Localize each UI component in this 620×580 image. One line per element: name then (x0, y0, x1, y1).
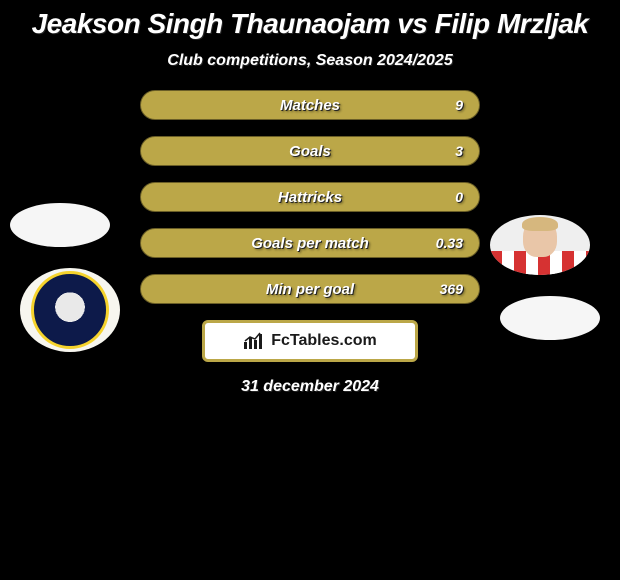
stat-label: Goals per match (251, 235, 369, 252)
stat-row-hattricks: Hattricks 0 (140, 182, 480, 212)
stat-right-value: 9 (433, 97, 463, 113)
player-right-club-badge-placeholder (500, 296, 600, 340)
stat-label: Goals (289, 143, 331, 160)
comparison-body: Matches 9 Goals 3 Hattricks 0 Goals per … (0, 90, 620, 396)
stat-right-value: 0.33 (433, 235, 463, 251)
player-left-club-badge (20, 268, 120, 352)
player-right-photo (490, 215, 590, 275)
stat-row-goals-per-match: Goals per match 0.33 (140, 228, 480, 258)
date-line: 31 december 2024 (0, 378, 620, 396)
stat-right-value: 369 (433, 281, 463, 297)
stat-row-matches: Matches 9 (140, 90, 480, 120)
stat-label: Hattricks (278, 189, 342, 206)
stat-bars-column: Matches 9 Goals 3 Hattricks 0 Goals per … (140, 90, 480, 304)
player-hair-icon (522, 217, 558, 231)
stat-right-value: 0 (433, 189, 463, 205)
stat-label: Min per goal (266, 281, 354, 298)
season-subtitle: Club competitions, Season 2024/2025 (0, 44, 620, 90)
page-title: Jeakson Singh Thaunaojam vs Filip Mrzlja… (0, 0, 620, 44)
stat-row-goals: Goals 3 (140, 136, 480, 166)
kerala-blasters-badge-icon (31, 271, 109, 349)
comparison-card: Jeakson Singh Thaunaojam vs Filip Mrzlja… (0, 0, 620, 396)
stat-label: Matches (280, 97, 340, 114)
player-left-photo-placeholder (10, 203, 110, 247)
brand-attribution[interactable]: FcTables.com (202, 320, 418, 362)
stat-right-value: 3 (433, 143, 463, 159)
stat-row-min-per-goal: Min per goal 369 (140, 274, 480, 304)
brand-text: FcTables.com (271, 332, 377, 350)
bar-chart-icon (243, 332, 265, 350)
